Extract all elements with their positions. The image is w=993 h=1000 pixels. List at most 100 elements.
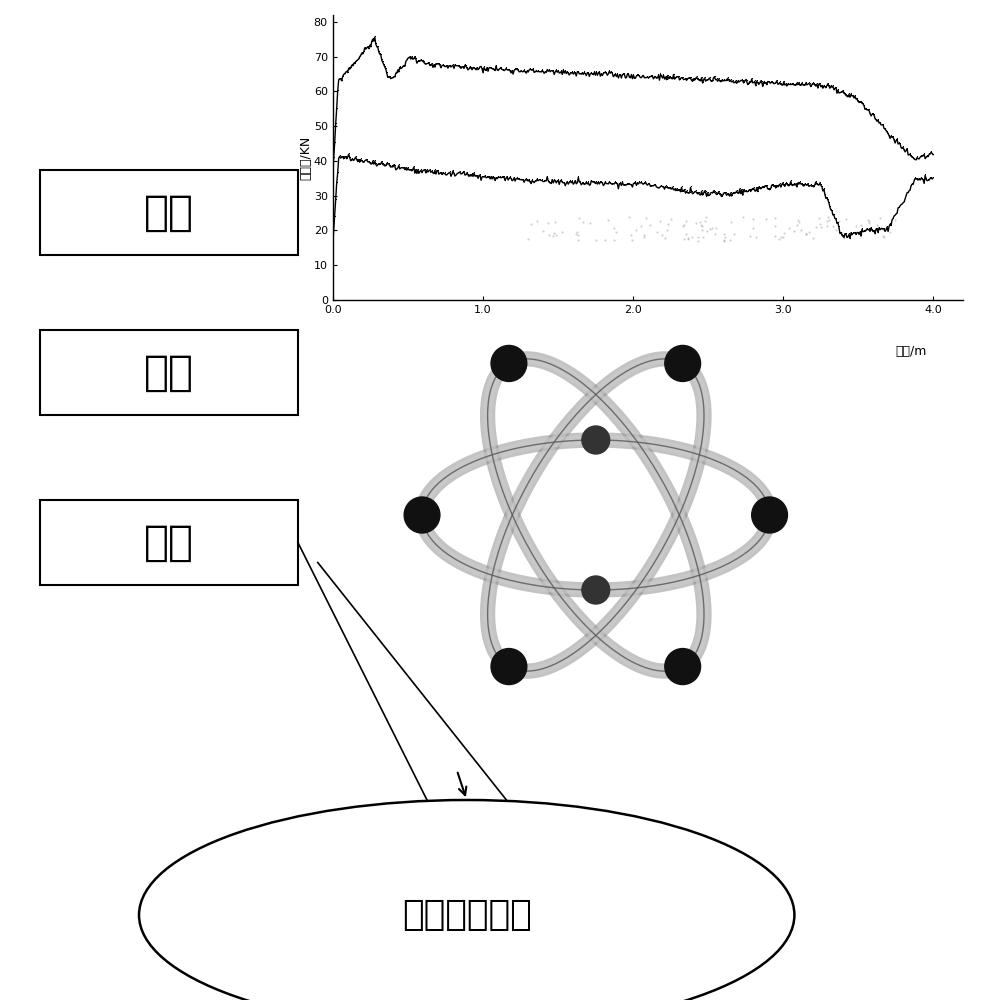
Point	[702, 221, 718, 237]
Point	[652, 213, 668, 229]
FancyBboxPatch shape	[40, 170, 298, 255]
Point	[791, 214, 807, 230]
Point	[569, 224, 585, 240]
Point	[675, 217, 691, 233]
Point	[641, 217, 657, 233]
Point	[745, 211, 761, 227]
Point	[849, 218, 865, 234]
Point	[628, 222, 643, 238]
Point	[636, 229, 651, 245]
Point	[716, 233, 732, 249]
Point	[547, 214, 563, 230]
Point	[789, 212, 805, 228]
Point	[571, 210, 587, 226]
Point	[716, 232, 732, 248]
Point	[716, 226, 732, 242]
Circle shape	[582, 576, 610, 604]
Point	[522, 216, 538, 232]
Point	[697, 213, 713, 229]
Point	[726, 226, 742, 242]
Text: 冲程/m: 冲程/m	[895, 345, 926, 358]
Point	[693, 217, 709, 233]
Point	[698, 209, 714, 225]
Point	[607, 232, 623, 248]
Point	[798, 226, 814, 242]
Point	[860, 212, 876, 228]
Point	[582, 215, 598, 231]
Point	[607, 220, 623, 236]
Y-axis label: 泵载荷/KN: 泵载荷/KN	[299, 135, 312, 180]
Circle shape	[665, 345, 701, 381]
Circle shape	[664, 649, 700, 685]
Text: 压力: 压力	[144, 352, 194, 393]
Point	[570, 227, 586, 243]
Point	[704, 220, 720, 236]
Point	[781, 220, 797, 236]
Point	[801, 224, 817, 240]
Point	[775, 229, 790, 245]
Point	[812, 216, 828, 232]
Point	[793, 222, 809, 238]
Text: 多元综合诊断: 多元综合诊断	[402, 898, 531, 932]
Point	[808, 219, 824, 235]
Point	[554, 224, 570, 240]
Point	[798, 226, 814, 242]
Point	[768, 218, 783, 234]
Point	[694, 218, 710, 234]
Text: 温度: 温度	[144, 192, 194, 233]
Point	[887, 212, 903, 228]
Point	[877, 229, 893, 245]
Point	[535, 223, 551, 239]
Point	[570, 232, 586, 248]
Point	[838, 211, 854, 227]
Point	[873, 210, 889, 226]
Point	[624, 227, 639, 243]
Point	[828, 222, 844, 238]
Point	[861, 213, 877, 229]
Point	[748, 229, 764, 245]
Circle shape	[492, 345, 527, 381]
Point	[870, 217, 886, 233]
Point	[529, 213, 545, 229]
Point	[688, 215, 704, 231]
Point	[805, 230, 821, 246]
Point	[659, 222, 675, 238]
Point	[723, 214, 739, 230]
Point	[771, 231, 786, 247]
Point	[825, 218, 841, 234]
Point	[834, 225, 850, 241]
Point	[636, 227, 651, 243]
Circle shape	[582, 426, 610, 454]
FancyBboxPatch shape	[40, 500, 298, 585]
Circle shape	[491, 649, 526, 685]
Point	[638, 210, 653, 226]
Point	[663, 211, 679, 227]
Point	[575, 214, 591, 230]
Point	[541, 227, 557, 243]
Point	[789, 217, 805, 233]
Circle shape	[404, 497, 440, 533]
Point	[520, 231, 536, 247]
Point	[768, 228, 783, 244]
Point	[654, 227, 670, 243]
Point	[717, 229, 733, 245]
Point	[600, 212, 616, 228]
Point	[819, 213, 835, 229]
Point	[659, 216, 675, 232]
Point	[836, 230, 852, 246]
Point	[874, 219, 890, 235]
Point	[544, 228, 560, 244]
Point	[743, 228, 759, 244]
Point	[648, 224, 664, 240]
Point	[831, 213, 847, 229]
Point	[597, 232, 613, 248]
Point	[875, 228, 891, 244]
Point	[692, 214, 708, 230]
Point	[675, 231, 691, 247]
Point	[548, 227, 564, 243]
Ellipse shape	[139, 800, 794, 1000]
FancyBboxPatch shape	[40, 330, 298, 415]
Point	[677, 213, 693, 229]
Point	[746, 220, 762, 236]
Point	[690, 233, 706, 249]
